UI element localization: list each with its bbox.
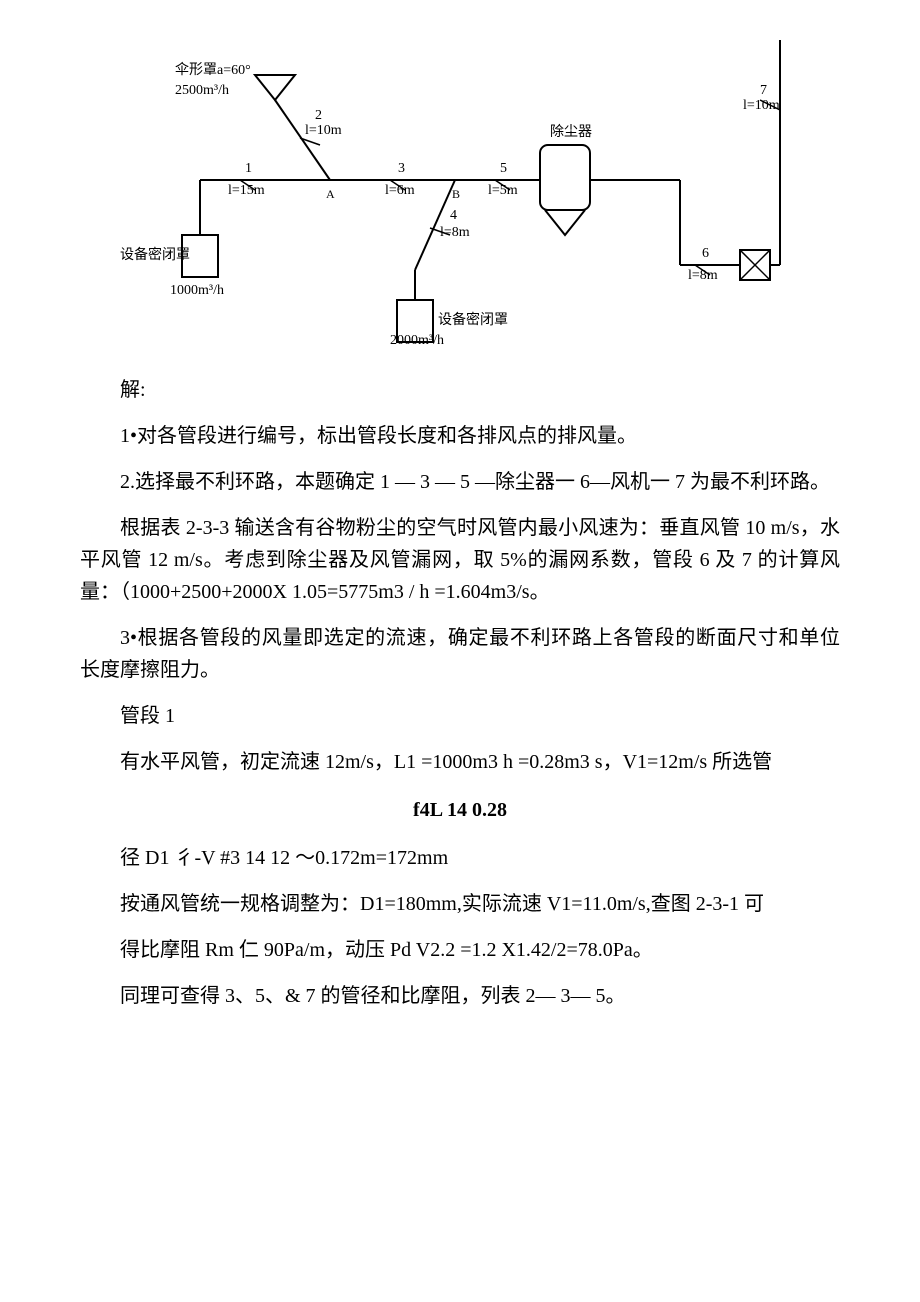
para-table-ref: 根据表 2-3-3 输送含有谷物粉尘的空气时风管内最小风速为：垂直风管 10 m… [80,512,840,608]
node-b: B [452,185,460,204]
seg2-len: l=10m [305,120,342,142]
para-step3: 3•根据各管段的风量即选定的流速，确定最不利环路上各管段的断面尺寸和单位 长度摩… [80,622,840,686]
node-a: A [326,185,335,204]
seg5-len: l=5m [488,180,518,202]
para-step1: 1•对各管段进行编号，标出管段长度和各排风点的排风量。 [80,420,840,452]
para-diameter: 径 D1 彳-V #3 14 12 ～0.172m=172mm [80,842,840,874]
seg6-len: l=8m [688,265,718,287]
para-step2: 2.选择最不利环路，本题确定 1 — 3 — 5 —除尘器一 6—风机一 7 为… [80,466,840,498]
para-adjust: 按通风管统一规格调整为：D1=180mm,实际流速 V1=11.0m/s,查图 … [80,888,840,920]
seg3-len: l=6m [385,180,415,202]
seg4-len: l=8m [440,222,470,244]
flow-2500-label: 2500m³/h [175,80,229,102]
flow-2000-label: 2000m³/h [390,330,444,352]
para-seg1-title: 管段 1 [80,700,840,732]
dust-collector-label: 除尘器 [550,122,592,144]
seg3-num: 3 [398,158,405,180]
seg1-len: l=15m [228,180,265,202]
seg1-num: 1 [245,158,252,180]
equip-hood-label-right: 设备密闭罩 [438,310,508,332]
para-seg1-calc: 有水平风管，初定流速 12m/s，L1 =1000m3 h =0.28m3 s，… [80,746,840,778]
formula-center: f4L 14 0.28 [80,794,840,826]
equip-hood-label-left: 设备密闭罩 [120,245,190,267]
para-solution: 解: [80,374,840,406]
ventilation-diagram: 伞形罩a=60° 2500m³/h 2 l=10m 1 l=15m A 3 l=… [120,40,800,350]
seg5-num: 5 [500,158,507,180]
flow-1000-label: 1000m³/h [170,280,224,302]
para-friction: 得比摩阻 Rm 仁 90Pa/m，动压 Pd V2.2 =1.2 X1.42/2… [80,934,840,966]
seg6-num: 6 [702,243,709,265]
para-similarly: 同理可查得 3、5、& 7 的管径和比摩阻，列表 2— 3— 5。 [80,980,840,1012]
seg7-len: l=10m [743,95,780,117]
